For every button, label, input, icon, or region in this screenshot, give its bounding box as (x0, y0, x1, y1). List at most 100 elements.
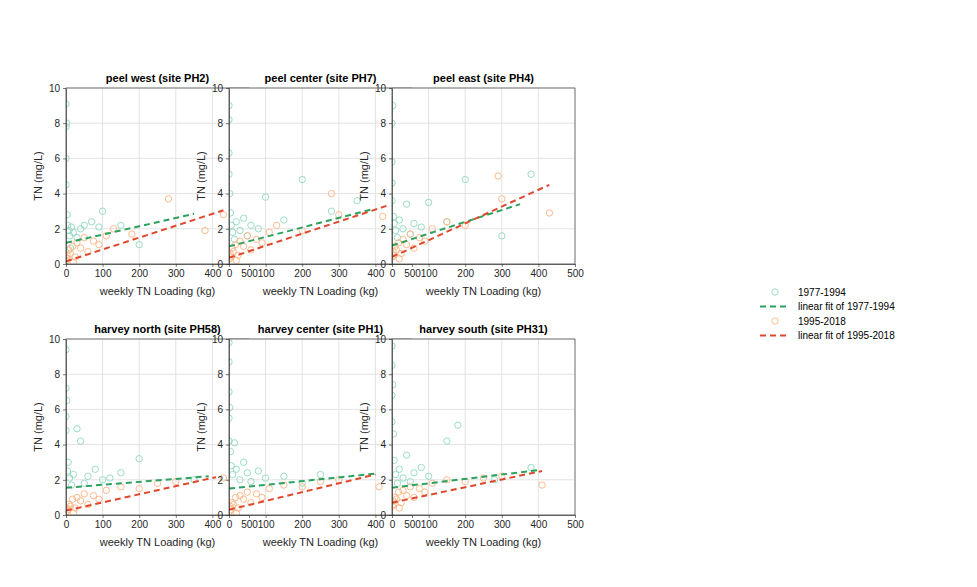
tick-mark (226, 229, 229, 230)
grid-line-x (501, 339, 502, 515)
tick-label: 500 (567, 519, 584, 530)
point (103, 487, 109, 493)
tick-mark (575, 515, 576, 518)
tick-mark (502, 515, 503, 518)
tick: 500 (567, 264, 584, 279)
tick-mark (63, 480, 66, 481)
point (74, 426, 80, 432)
point (403, 452, 409, 458)
grid-line-x (102, 339, 103, 515)
fit-line (392, 204, 520, 245)
tick-mark (389, 515, 392, 516)
tick-label: 10 (375, 334, 387, 345)
tick-label: 8 (54, 369, 60, 380)
tick-label: 2 (54, 224, 60, 235)
x-axis-title: weekly TN Loading (kg) (262, 285, 378, 297)
tick-mark (176, 264, 177, 267)
legend-swatch (772, 289, 778, 295)
point (233, 257, 239, 263)
point (317, 471, 323, 477)
scatter-series (392, 102, 534, 240)
tick-mark (502, 264, 503, 267)
tick-mark (389, 264, 392, 265)
axis-line (229, 89, 230, 265)
tick-label: 400 (368, 519, 385, 530)
point (69, 243, 75, 249)
tick: 0 (217, 510, 229, 521)
grid-line-y (392, 374, 575, 375)
point (244, 489, 250, 495)
tick-label: 4 (217, 439, 223, 450)
chart-title: harvey north (site PH58) (94, 323, 221, 335)
tick: 300 (331, 264, 348, 279)
tick: 2 (217, 224, 229, 235)
grid-line-x (102, 88, 103, 264)
scatter-series (66, 346, 197, 488)
point (403, 492, 409, 498)
tick: 200 (131, 264, 148, 279)
tick-mark (226, 264, 229, 265)
grid-line-x (302, 339, 303, 515)
tick-label: 200 (131, 268, 148, 279)
point (396, 217, 402, 223)
grid-line-y (392, 409, 575, 410)
y-axis-title: TN (mg/L) (358, 151, 370, 201)
point (118, 222, 124, 228)
tick-mark (389, 480, 392, 481)
tick: 300 (494, 515, 511, 530)
tick-mark (63, 445, 66, 446)
tick: 0 (380, 510, 392, 521)
y-axis: 0246810 (212, 334, 230, 521)
panel: 01002003004005000246810peel center (site… (195, 72, 421, 297)
point (396, 466, 402, 472)
panel: 01002003004005000246810peel east (site P… (358, 72, 584, 297)
grid-line-x (265, 88, 266, 264)
tick: 200 (294, 515, 311, 530)
plot-background (66, 88, 249, 264)
tick-label: 200 (457, 519, 474, 530)
tick-label: 10 (49, 334, 61, 345)
tick-mark (375, 264, 376, 267)
tick-mark (226, 409, 229, 410)
x-axis-title: weekly TN Loading (kg) (99, 285, 215, 297)
tick-mark (63, 194, 66, 195)
point (299, 484, 305, 490)
tick-label: 300 (168, 268, 185, 279)
tick: 200 (457, 264, 474, 279)
tick-label: 2 (380, 475, 386, 486)
tick: 8 (380, 369, 392, 380)
axis-line (229, 340, 230, 516)
tick: 2 (54, 224, 66, 235)
tick-mark (176, 515, 177, 518)
point (70, 471, 76, 477)
tick-label: 10 (212, 334, 224, 345)
point (444, 219, 450, 225)
tick: 2 (54, 475, 66, 486)
chart-title: peel center (site PH7) (265, 72, 377, 84)
point (244, 233, 250, 239)
scatter-series (392, 473, 545, 511)
tick-mark (302, 515, 303, 518)
point (244, 470, 250, 476)
chart-title: peel east (site PH4) (433, 72, 534, 84)
point (107, 475, 113, 481)
fit-line (66, 476, 209, 487)
grid-line-x (139, 339, 140, 515)
tick: 10 (375, 334, 392, 345)
tick: 4 (217, 188, 229, 199)
point (255, 226, 261, 232)
grid-line-x (212, 88, 213, 264)
axis-line (66, 340, 67, 516)
point (380, 213, 386, 219)
tick: 300 (168, 515, 185, 530)
point (299, 176, 305, 182)
point (266, 485, 272, 491)
grid-line-x (139, 88, 140, 264)
point (96, 496, 102, 502)
point (444, 438, 450, 444)
point (99, 208, 105, 214)
point (328, 208, 334, 214)
tick-label: 100 (421, 268, 438, 279)
x-axis: 0100200300400500 (390, 264, 585, 279)
tick: 100 (95, 264, 112, 279)
